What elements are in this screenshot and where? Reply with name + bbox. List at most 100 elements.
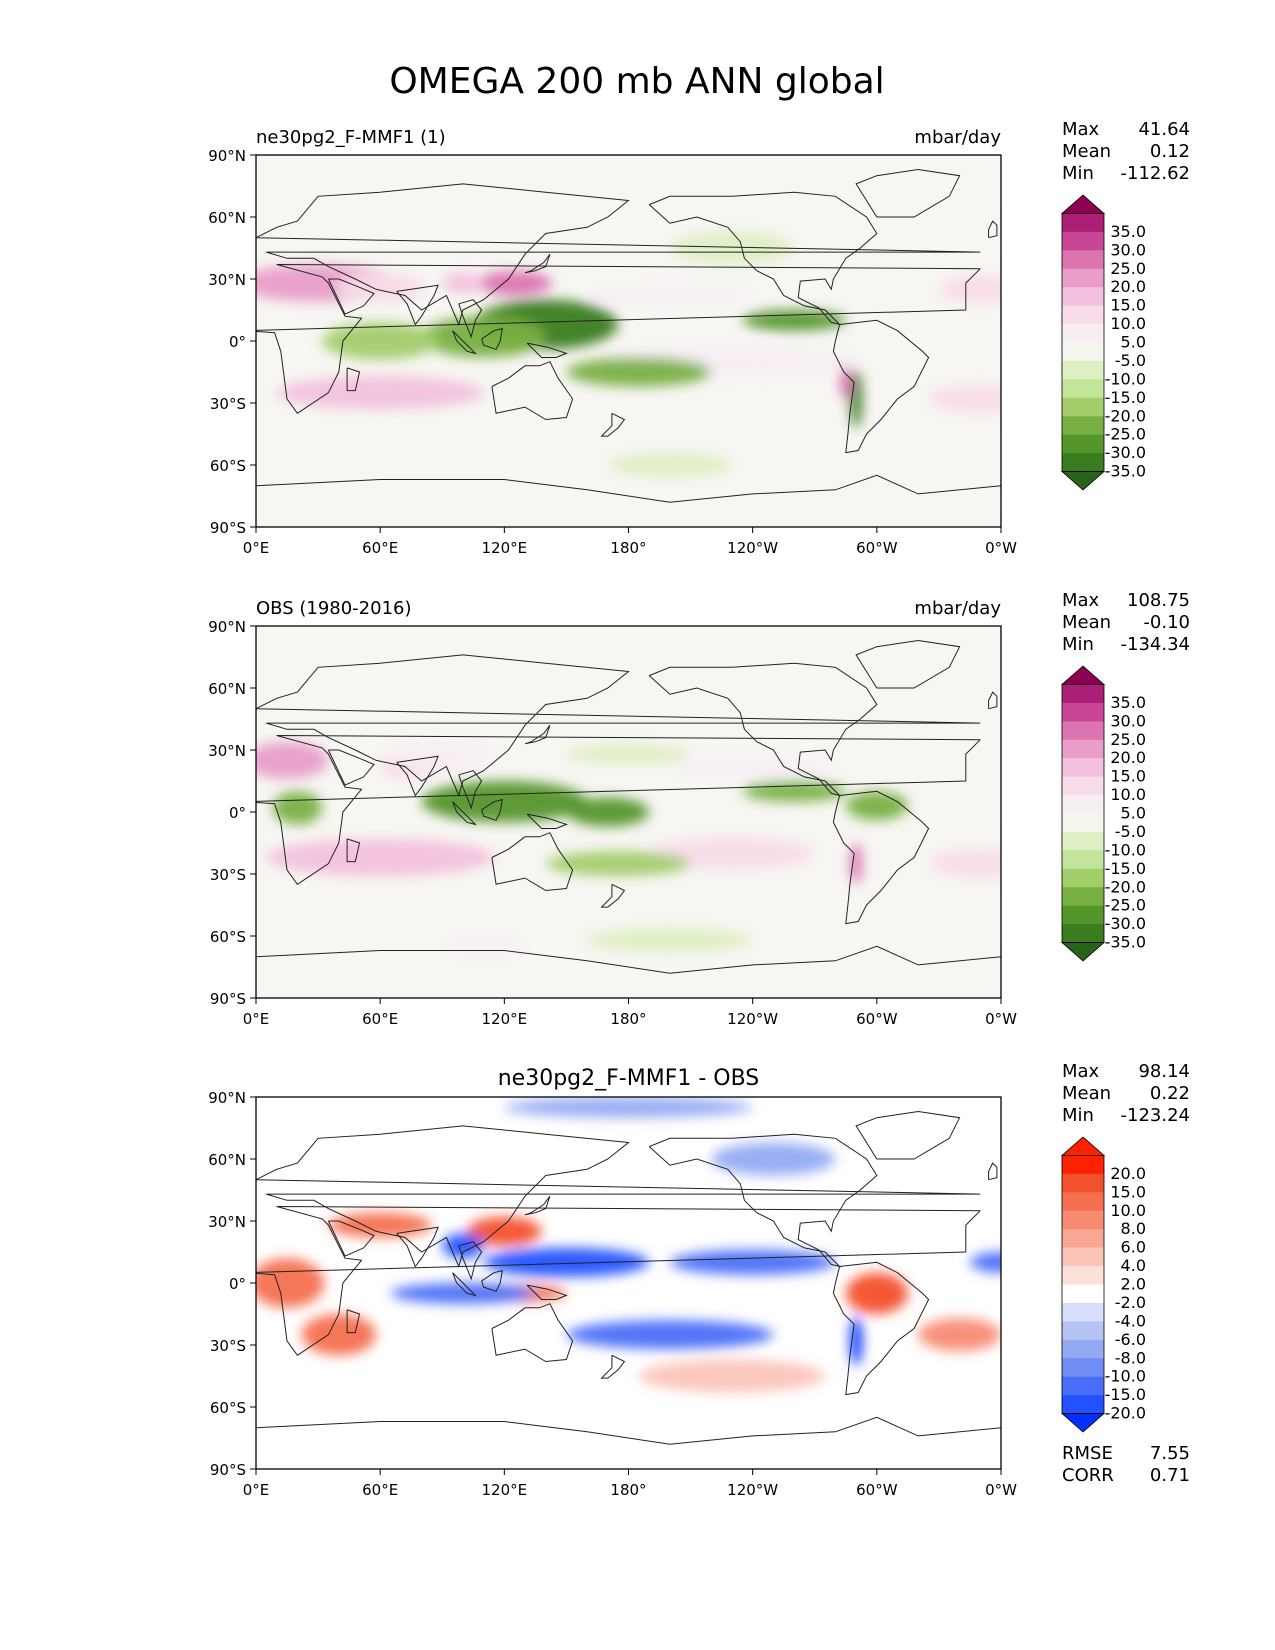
colorbar-level-label: -20.0 [1105,406,1146,425]
field-feature-13 [390,1283,536,1304]
colorbar-segment [1062,1358,1104,1378]
lon-tick-label: 120°W [727,1010,778,1028]
stat-label-mean: Mean [1062,141,1111,162]
field-feature-9 [442,1233,484,1259]
field-feature-16 [587,927,753,953]
lon-tick-label: 0°E [243,1481,270,1499]
coastline-newguinea [526,1284,568,1300]
colorbar-segment [1062,1210,1104,1230]
colorbar-extension-bottom [1060,942,1106,962]
lat-tick-label: 30°S [210,1337,246,1355]
field-feature-14 [742,310,846,331]
colorbar-level-label: 15.0 [1110,1182,1146,1201]
lon-tick-label: 0°W [985,1010,1017,1028]
field-feature-5 [845,1272,908,1315]
colorbar-level-label: 5.0 [1121,333,1146,352]
colorbar-level-label: -30.0 [1105,914,1146,933]
colorbar-segment [1062,1284,1104,1304]
coastline-india [396,284,439,326]
colorbar-segment [1062,379,1104,399]
coastline-arabia [327,1220,375,1257]
coastline-japan [524,253,551,274]
coastline-greenland [855,168,961,218]
coastline-southamerica [832,1261,930,1396]
field-feature-9 [566,797,650,827]
colorbar-segment [1062,813,1104,833]
colorbar-segment [1062,702,1104,722]
colorbar-segment [1062,434,1104,454]
lon-tick-label: 120°E [482,1481,528,1499]
lon-tick-label: 120°W [727,1481,778,1499]
coastline-africa [256,1206,981,1356]
lat-tick-label: 30°N [208,1213,246,1231]
coastlines [256,639,1001,998]
colorbar-segment [1062,1173,1104,1193]
coastline-uk [988,691,998,710]
lon-tick-label: 0°W [985,1481,1017,1499]
coastline-australia [491,1303,574,1363]
lat-tick-label: 0° [229,333,246,351]
colorbar-segment [1062,868,1104,888]
colorbar-segment [1062,924,1104,944]
colorbar-level-label: 10.0 [1110,1201,1146,1220]
colorbar-segment [1062,1302,1104,1322]
coastline-japan [524,1195,551,1216]
field-feature-6 [918,1318,1001,1352]
coastline-australia [491,832,574,892]
stat-value-max: 41.64 [1138,119,1190,140]
coastline-antarctica [256,1416,1001,1469]
colorbar-level-label: 10.0 [1110,785,1146,804]
colorbar-level-label: 8.0 [1121,1219,1146,1238]
coastline-borneo [481,798,503,821]
coastline-greenland [855,1110,961,1160]
stat-value-rmse: 7.55 [1150,1443,1190,1464]
coastlines [256,168,1001,527]
coastline-sumatra [452,1272,478,1297]
colorbar-level-label: -25.0 [1105,425,1146,444]
colorbar-segment [1062,416,1104,436]
field-feature-5 [276,376,484,410]
field-feature-12 [566,743,691,765]
colorbar-segment [1062,831,1104,851]
coastline-madagascar [346,1309,361,1334]
stat-value-max: 98.14 [1138,1061,1190,1082]
coastline-sumatra [452,330,478,355]
panel-1: 90°N 60°N 30°N 0° 30°S 60°S 90°S 0°E 60°E 120°E 18… [208,119,1190,557]
field-feature-11 [421,316,546,358]
field-feature-2 [301,1314,377,1356]
field-feature-18 [669,231,795,265]
colorbar-level-label: 30.0 [1110,711,1146,730]
coastline-northamerica [648,191,878,326]
colorbar: 35.030.025.020.015.010.05.0-5.0-10.0-15.… [1060,194,1146,491]
stat-label-mean: Mean [1062,612,1111,633]
colorbar-level-label: -10.0 [1105,369,1146,388]
field-feature-16 [504,1097,753,1118]
colorbar-segment [1062,1339,1104,1359]
colorbar-segment [1062,776,1104,796]
colorbar-segment [1062,324,1104,343]
colorbar-segment [1062,1321,1104,1341]
coastline-madagascar [346,838,361,863]
colorbar-segment [1062,905,1104,925]
coastline-africa [256,264,981,414]
colorbar-level-label: 15.0 [1110,296,1146,315]
colorbar-level-label: -15.0 [1105,388,1146,407]
colorbar-level-label: -10.0 [1105,840,1146,859]
field-feature-1 [256,1258,325,1308]
colorbar-segment [1062,887,1104,907]
field-feature-10 [483,1247,650,1277]
lat-tick-label: 90°S [210,1461,246,1479]
field-feature-15 [849,369,863,428]
lon-tick-label: 120°E [482,539,528,557]
coastline-uk [988,1162,998,1181]
panel-left-title: ne30pg2_F-MMF1 (1) [256,127,446,148]
coastline-madagascar [346,367,361,392]
field-feature-12 [322,322,439,360]
colorbar-outline [1061,1155,1105,1414]
coastline-japan [524,724,551,745]
coastline-northamerica [648,1133,878,1268]
stat-label-mean: Mean [1062,1083,1111,1104]
lat-tick-label: 90°N [208,1089,246,1107]
lon-tick-label: 120°W [727,539,778,557]
field-feature-11 [566,1320,774,1350]
